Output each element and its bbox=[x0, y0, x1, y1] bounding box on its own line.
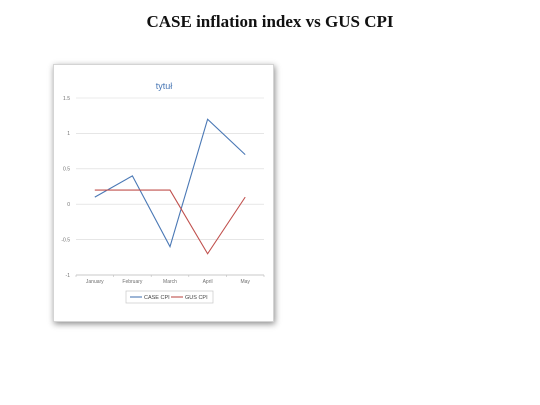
series-lines bbox=[94, 118, 246, 255]
chart-card: -1 -0.5 0 0.5 1 1.5 January February March April… bbox=[53, 64, 274, 322]
legend-label: CASE CPI bbox=[144, 295, 170, 301]
y-axis-ticks: -1 -0.5 0 0.5 1 1.5 bbox=[61, 96, 70, 279]
y-tick-label: -1 bbox=[66, 273, 71, 279]
y-tick-label: -0.5 bbox=[61, 237, 70, 243]
y-tick-label: 1.5 bbox=[63, 96, 70, 102]
page-title: CASE inflation index vs GUS CPI bbox=[146, 12, 394, 31]
legend-box bbox=[125, 290, 214, 304]
y-tick-label: 0.5 bbox=[63, 167, 70, 173]
legend: CASE CPI GUS CPI bbox=[125, 290, 214, 304]
x-tick-label: February bbox=[122, 279, 143, 285]
x-axis-ticks: January February March April May bbox=[75, 275, 265, 285]
series-line-case-cpi bbox=[94, 118, 246, 249]
x-tick-label: May bbox=[240, 279, 250, 285]
legend-label: GUS CPI bbox=[185, 295, 208, 301]
chart-title: tytuł bbox=[156, 81, 173, 91]
x-tick-label: January bbox=[86, 279, 104, 285]
x-tick-label: April bbox=[203, 279, 213, 285]
gridlines bbox=[76, 97, 264, 276]
series-line-gus-cpi bbox=[94, 189, 246, 255]
y-tick-label: 1 bbox=[67, 131, 70, 137]
x-tick-label: March bbox=[163, 279, 177, 285]
line-chart: -1 -0.5 0 0.5 1 1.5 January February March April… bbox=[61, 81, 265, 304]
y-tick-label: 0 bbox=[67, 202, 70, 208]
